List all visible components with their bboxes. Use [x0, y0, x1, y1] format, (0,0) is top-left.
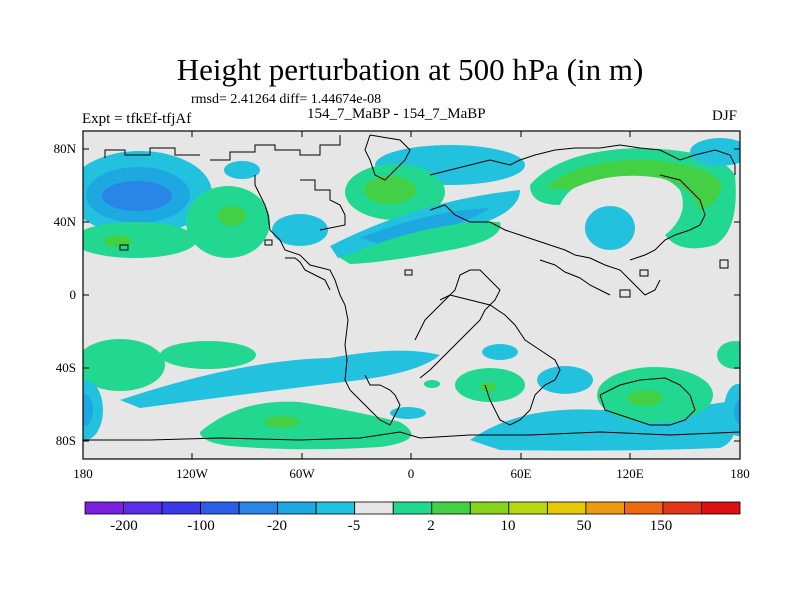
lat-tick-label: 40N [54, 214, 77, 229]
contour-region [360, 208, 490, 244]
colorbar-label: 150 [650, 518, 673, 534]
contour-region [734, 400, 740, 424]
lat-tick-label: 80S [56, 433, 76, 448]
plot-title: Height perturbation at 500 hPa (in m) [176, 52, 644, 87]
contour-region [717, 341, 740, 369]
contour-region [120, 350, 440, 408]
contour-region [83, 339, 165, 391]
contour-region [218, 206, 246, 226]
contour-region [364, 176, 416, 204]
colorbar-swatch [469, 501, 510, 515]
colorbar-swatch [315, 501, 356, 515]
contour-region [104, 235, 132, 247]
contour-region [537, 366, 593, 394]
lat-tick-label: 80N [54, 141, 77, 156]
colorbar-swatch [200, 501, 240, 515]
contour-region [480, 382, 496, 392]
colorbar-swatch [508, 501, 548, 515]
contour-region [160, 341, 256, 369]
contour-region [390, 407, 426, 419]
colorbar [84, 501, 741, 515]
contour-region [200, 401, 412, 450]
colorbar-swatch [624, 501, 664, 515]
contour-region [585, 206, 635, 250]
colorbar-swatch [277, 501, 317, 515]
lat-axis: 80N 40N 0 40S 80S [54, 141, 740, 448]
colorbar-swatch [392, 501, 433, 515]
lon-tick-label: 60E [511, 466, 532, 481]
colorbar-swatch [123, 501, 163, 515]
colorbar-swatch [238, 501, 279, 515]
season-label: DJF [712, 108, 738, 124]
colorbar-swatch [354, 501, 394, 515]
lat-tick-label: 40S [56, 360, 76, 375]
contour-region [224, 161, 260, 179]
contour-region [264, 416, 300, 428]
subtitle: 154_7_MaBP - 154_7_MaBP [307, 106, 486, 122]
colorbar-label: 2 [427, 518, 435, 534]
lon-tick-label: 0 [408, 466, 415, 481]
contour-region [690, 138, 740, 166]
contour-region [83, 222, 197, 258]
lon-tick-label: 180 [730, 466, 750, 481]
experiment-label: Expt = tfkEf-tfjAf [82, 111, 192, 127]
colorbar-label: 50 [577, 518, 592, 534]
colorbar-labels: -200 -100 -20 -5 2 10 50 150 [110, 518, 672, 534]
colorbar-swatch [546, 501, 587, 515]
contour-region [340, 221, 501, 264]
colorbar-label: -100 [187, 518, 215, 534]
stats-text: rmsd= 2.41264 diff= 1.44674e-08 [191, 92, 382, 107]
contour-region [545, 159, 722, 210]
lon-axis: 180 120W 60W 0 60E 120E 180 [73, 131, 750, 481]
colorbar-label: -5 [348, 518, 361, 534]
contour-region [83, 394, 93, 426]
lon-tick-label: 60W [289, 466, 315, 481]
colorbar-swatch [161, 501, 201, 515]
contour-region [724, 384, 740, 436]
lon-tick-label: 120E [616, 466, 644, 481]
lon-tick-label: 120W [176, 466, 209, 481]
contour-region [482, 344, 518, 360]
lon-tick-label: 180 [73, 466, 93, 481]
coastlines [83, 134, 740, 441]
colorbar-swatch [431, 501, 471, 515]
contour-fills [83, 138, 740, 451]
contour-region [102, 181, 172, 211]
colorbar-label: -200 [110, 518, 138, 534]
contour-region [272, 214, 328, 246]
colorbar-swatch [662, 501, 702, 515]
colorbar-label: -20 [267, 518, 287, 534]
colorbar-swatch [585, 501, 625, 515]
colorbar-label: 10 [501, 518, 516, 534]
contour-region [424, 380, 440, 388]
contour-region [627, 390, 663, 406]
lat-tick-label: 0 [70, 287, 77, 302]
colorbar-swatch [84, 501, 124, 515]
colorbar-swatch [701, 501, 741, 515]
